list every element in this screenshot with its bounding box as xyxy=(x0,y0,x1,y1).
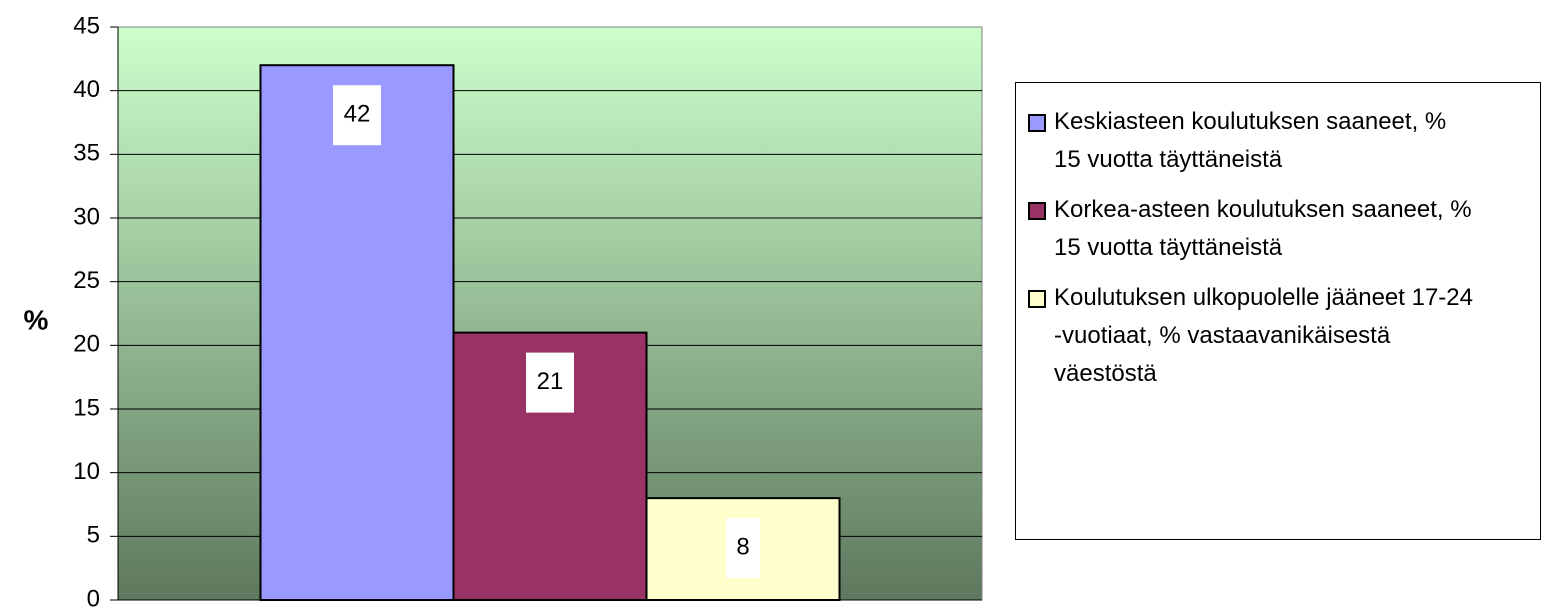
y-tick-label: 30 xyxy=(73,203,100,230)
y-tick-label: 45 xyxy=(73,12,100,39)
legend-label: Korkea-asteen koulutuksen saaneet, % 15 … xyxy=(1054,196,1472,261)
y-tick-label: 35 xyxy=(73,140,100,167)
value-label: 8 xyxy=(736,533,749,560)
bar xyxy=(259,64,455,601)
legend-label: Koulutuksen ulkopuolelle jääneet 17-24 -… xyxy=(1054,284,1473,387)
value-label-box xyxy=(526,352,574,413)
legend-label: Keskiasteen koulutuksen saaneet, % 15 vu… xyxy=(1054,108,1447,173)
legend-swatch xyxy=(1028,114,1046,132)
y-axis-label: % xyxy=(24,304,49,335)
legend-item: Koulutuksen ulkopuolelle jääneet 17-24 -… xyxy=(1026,279,1532,393)
value-label: 21 xyxy=(537,368,564,395)
value-label-box xyxy=(333,85,381,146)
y-tick-label: 5 xyxy=(87,522,100,549)
y-tick-label: 0 xyxy=(87,585,100,610)
value-label: 42 xyxy=(344,101,371,128)
y-tick-label: 20 xyxy=(73,331,100,358)
y-tick-label: 10 xyxy=(73,458,100,485)
legend-swatch xyxy=(1028,202,1046,220)
legend-swatch xyxy=(1028,290,1046,308)
y-tick-label: 25 xyxy=(73,267,100,294)
y-tick-label: 40 xyxy=(73,76,100,103)
value-label-box xyxy=(726,518,760,579)
legend-item: Keskiasteen koulutuksen saaneet, % 15 vu… xyxy=(1026,103,1532,179)
y-tick-label: 15 xyxy=(73,394,100,421)
legend: Keskiasteen koulutuksen saaneet, % 15 vu… xyxy=(1015,82,1541,540)
legend-item: Korkea-asteen koulutuksen saaneet, % 15 … xyxy=(1026,191,1532,267)
